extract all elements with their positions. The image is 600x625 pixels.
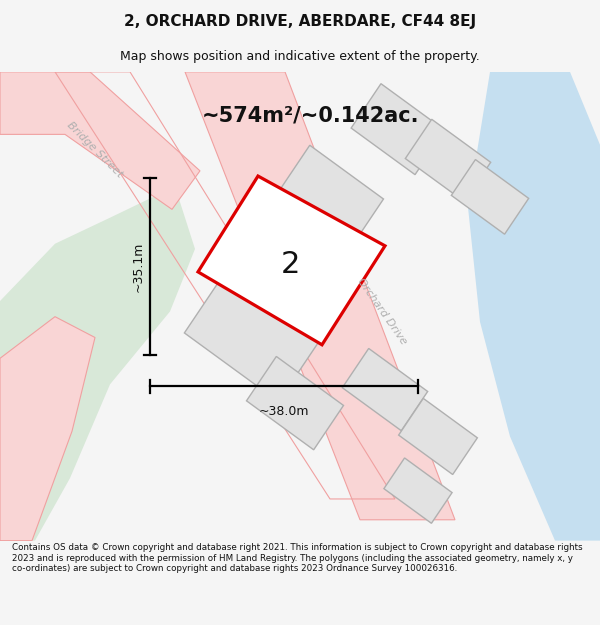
Polygon shape [0, 317, 95, 541]
Text: ~35.1m: ~35.1m [131, 241, 145, 292]
Polygon shape [0, 72, 200, 209]
Polygon shape [351, 84, 445, 174]
Text: 2, ORCHARD DRIVE, ABERDARE, CF44 8EJ: 2, ORCHARD DRIVE, ABERDARE, CF44 8EJ [124, 14, 476, 29]
Polygon shape [398, 398, 478, 474]
Polygon shape [185, 72, 455, 520]
Text: ~38.0m: ~38.0m [259, 405, 309, 418]
Text: Bridge Street: Bridge Street [65, 120, 125, 180]
Polygon shape [0, 186, 195, 541]
Text: Map shows position and indicative extent of the property.: Map shows position and indicative extent… [120, 50, 480, 63]
Polygon shape [223, 209, 322, 305]
Text: Orchard Drive: Orchard Drive [355, 276, 409, 346]
Text: 2: 2 [280, 250, 299, 279]
Polygon shape [343, 349, 428, 431]
Polygon shape [384, 458, 452, 523]
Text: ~574m²/~0.142ac.: ~574m²/~0.142ac. [201, 106, 419, 126]
Polygon shape [451, 159, 529, 234]
Polygon shape [198, 176, 385, 345]
Polygon shape [247, 356, 343, 450]
Polygon shape [468, 72, 600, 541]
Polygon shape [406, 119, 491, 201]
Text: Contains OS data © Crown copyright and database right 2021. This information is : Contains OS data © Crown copyright and d… [12, 543, 583, 573]
Polygon shape [184, 263, 326, 402]
Polygon shape [277, 145, 383, 249]
